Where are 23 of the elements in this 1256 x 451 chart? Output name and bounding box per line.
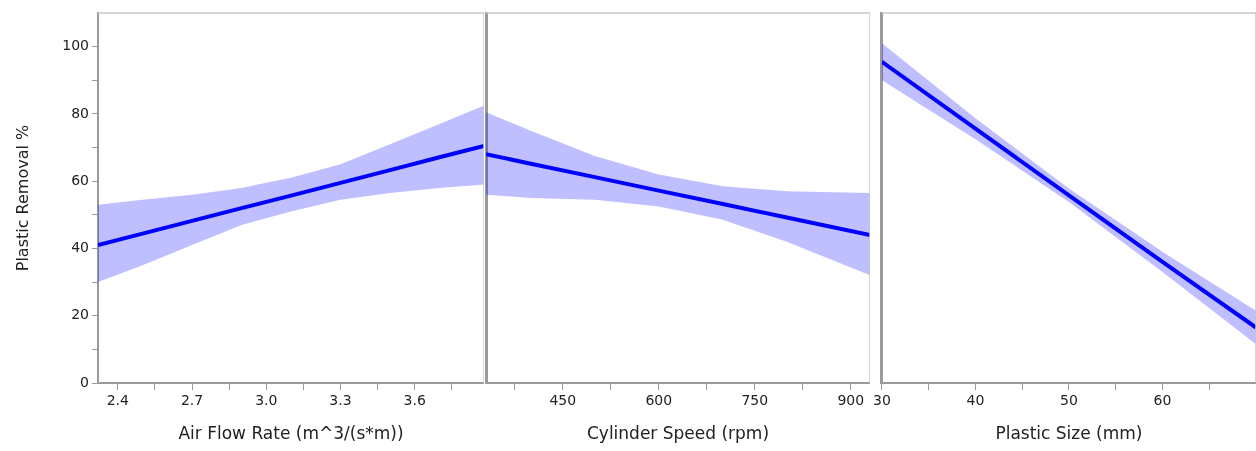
x-tick-label: 40 <box>966 392 985 409</box>
x-axis-title: Plastic Size (mm) <box>995 423 1143 444</box>
x-tick-label: 3.0 <box>255 392 278 409</box>
y-tick-label: 20 <box>71 306 89 323</box>
x-tick-label: 900 <box>837 392 865 409</box>
x-axis-title: Air Flow Rate (m^3/(s*m)) <box>178 423 404 444</box>
y-tick-label: 80 <box>71 104 89 121</box>
y-tick-label: 100 <box>62 37 89 54</box>
x-tick-label: 750 <box>741 392 769 409</box>
y-tick-label: 60 <box>71 171 89 188</box>
y-tick-label: 40 <box>71 239 89 256</box>
x-tick-label: 3.6 <box>403 392 426 409</box>
x-tick-label: 2.4 <box>106 392 130 409</box>
x-axis-title: Cylinder Speed (rpm) <box>586 423 770 444</box>
x-tick-label: 2.7 <box>180 392 204 409</box>
y-tick-label: 0 <box>80 373 89 390</box>
x-tick-label: 3.3 <box>329 392 352 409</box>
x-tick-label: 450 <box>549 392 577 409</box>
x-tick-label: 60 <box>1153 392 1172 409</box>
x-tick-label: 600 <box>645 392 673 409</box>
x-tick-label: 50 <box>1060 392 1078 409</box>
y-axis-title: Plastic Removal % <box>12 124 32 272</box>
x-tick-label: 30 <box>872 392 891 409</box>
